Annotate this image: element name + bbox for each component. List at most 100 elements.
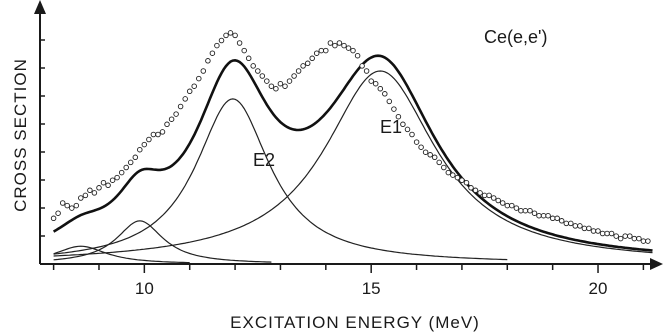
- data-point: [617, 235, 624, 242]
- data-point: [273, 85, 279, 92]
- data-point: [431, 154, 438, 161]
- data-point: [413, 139, 420, 145]
- data-point: [563, 220, 570, 227]
- e2-component-curve: [53, 98, 508, 261]
- data-point: [391, 106, 397, 112]
- data-point: [445, 169, 452, 176]
- data-point: [572, 223, 579, 229]
- data-point: [531, 210, 538, 216]
- data-point: [73, 202, 80, 209]
- data-point: [490, 195, 497, 201]
- data-point: [608, 230, 615, 237]
- data-point: [313, 50, 320, 56]
- data-point: [209, 50, 216, 56]
- data-point: [549, 215, 556, 222]
- data-point: [386, 98, 393, 105]
- data-point: [640, 238, 647, 244]
- data-point: [91, 190, 98, 196]
- data-point: [123, 164, 129, 171]
- data-point: [255, 68, 261, 74]
- data-point: [527, 207, 533, 214]
- data-point: [87, 187, 93, 194]
- data-point: [404, 126, 411, 133]
- data-point: [382, 91, 388, 97]
- data-point: [69, 205, 75, 211]
- data-point: [586, 225, 592, 232]
- data-point: [495, 197, 501, 204]
- data-point: [377, 85, 384, 92]
- data-point: [472, 187, 479, 194]
- data-point: [82, 192, 89, 199]
- data-point: [350, 47, 356, 54]
- data-point: [332, 42, 338, 49]
- data-point: [468, 185, 474, 191]
- data-point: [513, 205, 520, 211]
- data-point: [400, 121, 406, 128]
- data-point: [568, 220, 574, 227]
- x-tick-label: 20: [589, 279, 608, 298]
- data-point: [164, 121, 170, 128]
- data-point: [645, 238, 651, 244]
- data-point: [595, 228, 601, 234]
- data-point: [622, 233, 628, 239]
- data-point: [418, 144, 424, 150]
- data-point: [422, 149, 429, 155]
- data-point: [581, 225, 588, 232]
- data-point: [504, 202, 511, 209]
- data-point: [518, 207, 524, 214]
- data-point: [282, 83, 288, 89]
- y-axis-title: CROSS SECTION: [11, 58, 30, 212]
- data-point: [454, 174, 461, 181]
- data-point: [264, 78, 270, 84]
- data-point: [558, 218, 565, 224]
- data-point: [599, 230, 606, 237]
- data-point: [450, 172, 456, 178]
- data-point: [223, 32, 229, 39]
- annotation-ce-e-e: Ce(e,e'): [484, 27, 547, 47]
- x-axis-arrow-icon: [650, 258, 663, 270]
- data-point: [368, 78, 374, 84]
- data-point: [155, 131, 161, 138]
- data-point: [168, 116, 175, 122]
- data-point: [540, 212, 547, 219]
- data-point: [427, 152, 433, 158]
- data-point: [250, 63, 256, 69]
- data-point: [300, 63, 306, 69]
- data-point: [196, 75, 202, 82]
- data-point: [114, 174, 120, 181]
- data-point: [268, 83, 275, 89]
- component-curve: [53, 220, 272, 263]
- data-point: [631, 235, 638, 242]
- data-point: [545, 212, 551, 219]
- data-point: [613, 233, 619, 239]
- data-point: [459, 177, 465, 183]
- data-point: [96, 185, 102, 191]
- data-point: [227, 30, 234, 36]
- data-point: [137, 146, 143, 153]
- data-point: [109, 177, 116, 183]
- data-point: [463, 179, 470, 186]
- data-point: [481, 192, 488, 199]
- annotation-e1: E1: [380, 117, 402, 137]
- data-point: [304, 60, 311, 67]
- data-point: [177, 103, 184, 110]
- data-point: [241, 47, 247, 54]
- data-point: [159, 129, 166, 135]
- data-point: [236, 40, 243, 46]
- data-point: [309, 55, 315, 62]
- data-point: [78, 195, 84, 201]
- data-point: [409, 131, 415, 138]
- data-point: [627, 233, 633, 239]
- data-point: [499, 200, 506, 206]
- x-tick-label: 15: [362, 279, 381, 298]
- data-point: [327, 40, 334, 46]
- data-point: [214, 42, 220, 49]
- data-point: [636, 235, 642, 242]
- data-point: [146, 136, 152, 143]
- e1-component-curve: [53, 70, 653, 257]
- data-point: [354, 52, 361, 59]
- data-point: [105, 182, 111, 189]
- data-point: [64, 202, 70, 209]
- data-point: [372, 80, 379, 87]
